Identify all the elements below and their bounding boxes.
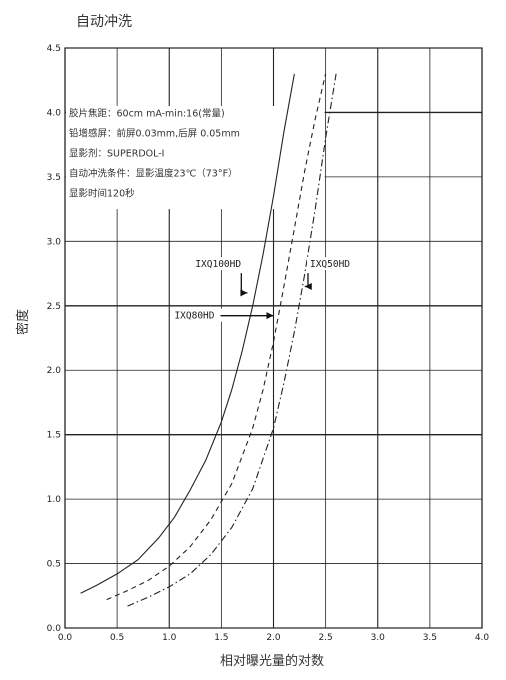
series-line-ixq80hd [106, 73, 327, 601]
curve-label-ixq100hd: IXQ100HD [195, 259, 241, 270]
x-tick-label: 1.5 [214, 633, 228, 643]
y-tick-label: 4.5 [47, 44, 61, 54]
curve-label-arrowhead [240, 289, 248, 297]
annotation-panel [66, 106, 325, 210]
curve-label-bg [306, 257, 359, 271]
curve-label-bg [192, 257, 245, 271]
y-tick-label: 1.5 [47, 431, 61, 441]
curve-label-arrow [240, 273, 248, 294]
y-tick-label: 4.0 [47, 108, 62, 118]
y-tick-label: 3.0 [47, 237, 62, 247]
x-axis-label: 相对曝光量的对数 [220, 653, 324, 669]
y-tick-label: 3.5 [47, 173, 61, 183]
curve-label-ixq50hd: IXQ50HD [310, 259, 350, 270]
annotation-block: 胶片焦距：60cm mA-min:16(常量) 铅增感屏：前屏0.03mm,后屏 … [66, 106, 325, 210]
series-layer [80, 73, 337, 607]
y-tick-label: 2.5 [47, 302, 61, 312]
y-tick-label: 1.0 [47, 495, 62, 505]
chart-title: 自动冲洗 [76, 14, 132, 30]
y-tick-labels: 0.0 0.5 1.0 1.5 2.0 2.5 3.0 3.5 4.0 4.5 [47, 44, 62, 634]
y-tick-label: 0.5 [47, 560, 61, 570]
annotation-line: 显影时间120秒 [69, 187, 135, 199]
y-tick-label: 0.0 [47, 624, 62, 634]
x-tick-label: 2.5 [318, 633, 332, 643]
curve-label-arrow [304, 273, 309, 288]
curve-labels: IXQ100HD IXQ80HD IXQ50HD [171, 257, 359, 322]
x-tick-labels: 0.0 0.5 1.0 1.5 2.0 2.5 3.0 3.5 4.0 [58, 633, 490, 643]
x-tick-label: 0.0 [58, 633, 73, 643]
x-tick-label: 1.0 [162, 633, 177, 643]
x-tick-label: 4.0 [475, 633, 490, 643]
x-tick-label: 0.5 [110, 633, 124, 643]
x-tick-label: 3.0 [371, 633, 386, 643]
annotation-line: 自动冲洗条件：显影温度23℃（73°F） [69, 167, 238, 179]
annotation-line: 显影剂：SUPERDOL-I [69, 147, 164, 159]
x-tick-label: 2.0 [266, 633, 281, 643]
curve-label-ixq80hd: IXQ80HD [174, 311, 214, 322]
y-axis-label: 密度 [15, 309, 31, 335]
curve-label-bg [171, 308, 224, 322]
annotation-line: 铅增感屏：前屏0.03mm,后屏 0.05mm [69, 127, 240, 139]
series-line-ixq50hd [127, 73, 337, 607]
series-line-ixq100hd [80, 73, 295, 594]
y-tick-label: 2.0 [47, 366, 62, 376]
curve-label-arrowhead [266, 312, 274, 320]
annotation-line: 胶片焦距：60cm mA-min:16(常量) [69, 107, 225, 119]
x-tick-label: 3.5 [423, 633, 437, 643]
curve-label-arrowhead [304, 282, 312, 290]
